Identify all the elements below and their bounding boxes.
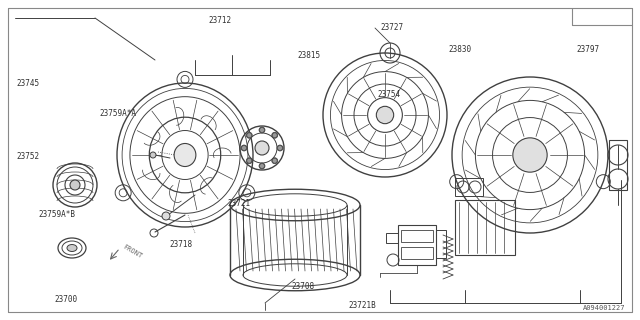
Circle shape [272,132,278,138]
Circle shape [277,145,283,151]
Circle shape [241,145,247,151]
Circle shape [247,158,252,163]
Ellipse shape [70,180,80,190]
Circle shape [259,163,265,169]
Text: A094001227: A094001227 [582,305,625,311]
Circle shape [272,158,278,164]
Ellipse shape [174,143,196,166]
Circle shape [246,158,252,164]
Text: 23727: 23727 [381,23,404,32]
Circle shape [255,141,269,155]
Circle shape [376,106,394,124]
Circle shape [259,127,264,132]
Circle shape [259,164,264,169]
Text: 23721B: 23721B [349,301,376,310]
Bar [455,178,483,196]
Circle shape [513,138,547,172]
Text: 23754: 23754 [378,90,401,99]
Text: 23815: 23815 [298,52,321,60]
Circle shape [241,146,246,150]
Text: 23745: 23745 [16,79,39,88]
Circle shape [246,132,252,138]
Bar [455,200,515,255]
Circle shape [247,133,252,138]
Bar [401,230,433,242]
Text: 23752: 23752 [16,152,39,161]
Bar [609,140,627,190]
Text: 23721: 23721 [227,199,250,208]
Circle shape [259,127,265,133]
Text: 23712: 23712 [208,16,231,25]
Text: FRONT: FRONT [122,244,143,260]
Text: 23718: 23718 [170,240,193,249]
Circle shape [272,133,277,138]
Circle shape [150,152,156,158]
Text: 23830: 23830 [448,45,471,54]
Bar [436,230,446,258]
Bar [386,233,398,243]
Text: 23759A*B: 23759A*B [38,210,76,219]
Text: 23759A*A: 23759A*A [99,109,136,118]
Bar [398,225,436,265]
Circle shape [272,158,277,163]
Bar [401,247,433,259]
Circle shape [162,212,170,220]
Text: 23700: 23700 [54,295,77,304]
Ellipse shape [67,244,77,252]
Text: 23797: 23797 [576,45,599,54]
Text: 23708: 23708 [291,282,314,291]
Circle shape [278,146,282,150]
